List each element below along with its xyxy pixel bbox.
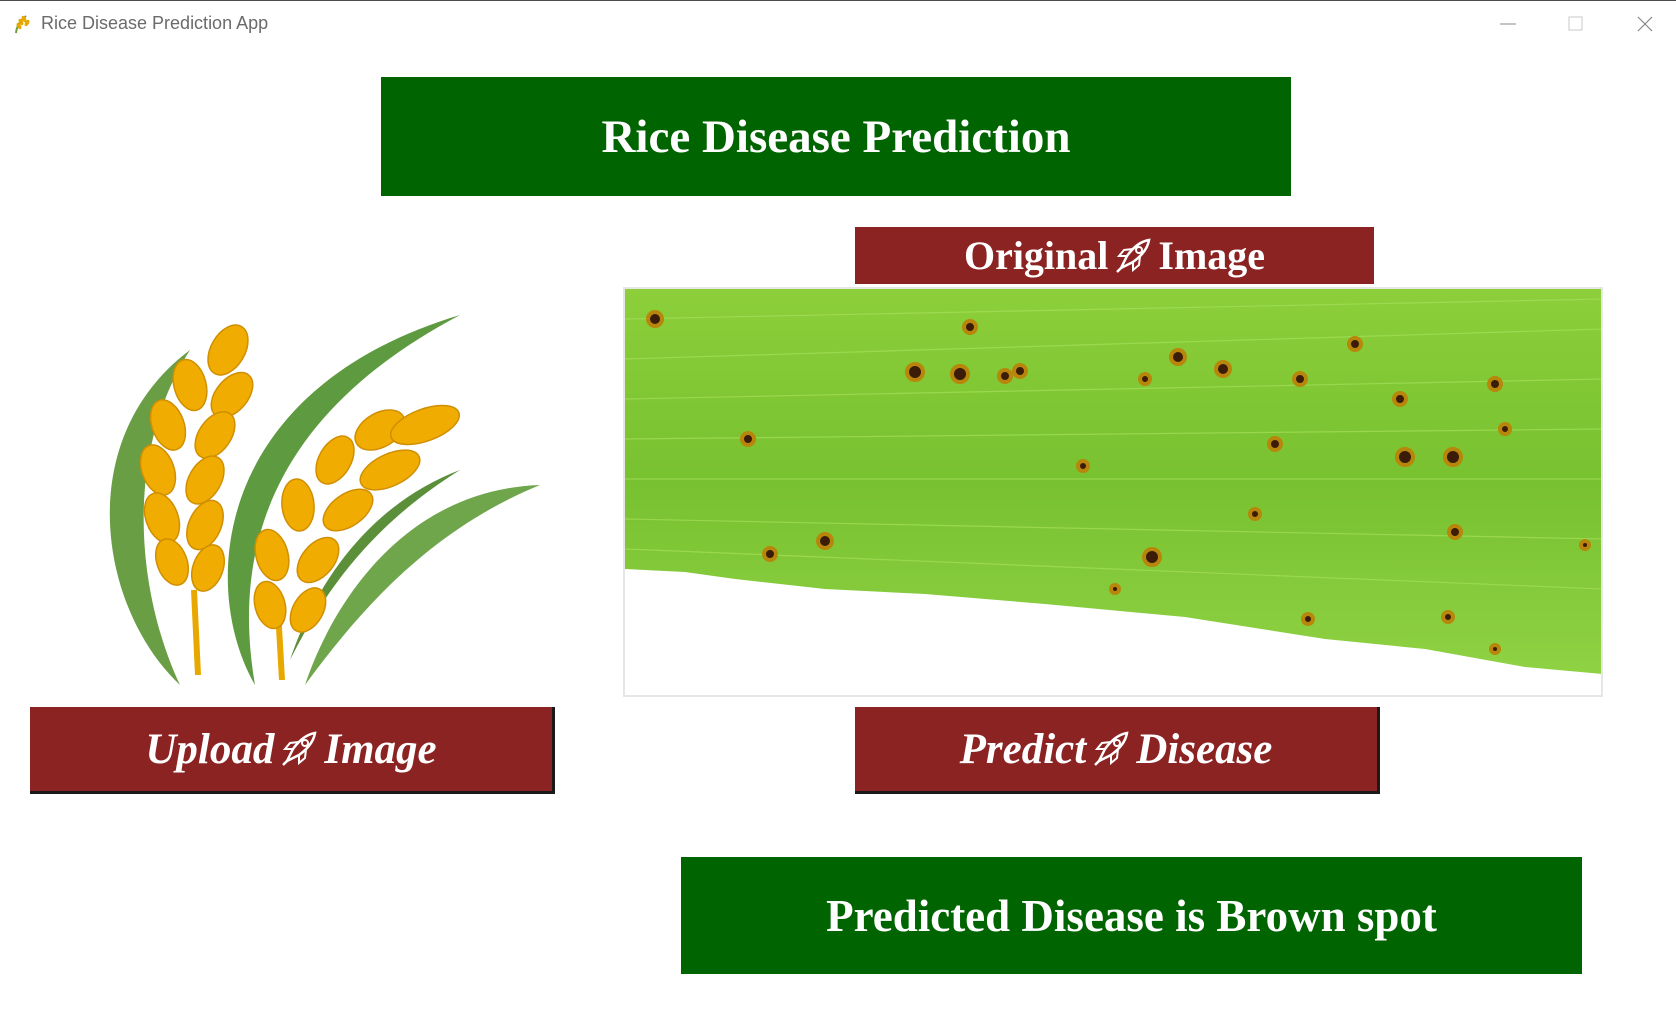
prediction-result-banner: Predicted Disease is Brown spot [681,857,1582,974]
header-title-banner: Rice Disease Prediction [381,77,1291,196]
page-title: Rice Disease Prediction [601,110,1071,163]
minimize-button[interactable] [1488,9,1528,39]
predict-button-label-after: Disease [1136,725,1273,773]
caption-text-before: Original [963,233,1109,278]
close-button[interactable] [1625,9,1665,39]
rocket-icon [1112,236,1154,276]
caption-text-after: Image [1158,233,1266,278]
rice-plant-logo [80,310,560,685]
window-title: Rice Disease Prediction App [41,13,269,33]
predict-disease-button[interactable]: Predict Disease [855,707,1380,794]
rocket-icon [278,729,320,769]
prediction-result-text: Predicted Disease is Brown spot [826,890,1437,941]
rocket-icon [1090,729,1132,769]
original-image-preview [623,287,1603,697]
upload-button-label-before: Upload [145,725,275,773]
predict-button-label-before: Predict [959,725,1087,773]
upload-button-label-after: Image [324,725,437,773]
original-image-caption: Original Image [855,227,1374,284]
maximize-button[interactable] [1556,9,1596,39]
rice-ear-icon [12,13,34,35]
rice-leaf-brown-spot-photo [625,289,1601,674]
window-titlebar: Rice Disease Prediction App [0,0,1676,48]
minimize-icon [1500,23,1516,25]
upload-image-button[interactable]: Upload Image [30,707,555,794]
maximize-icon [1568,16,1583,31]
close-icon [1637,16,1653,32]
